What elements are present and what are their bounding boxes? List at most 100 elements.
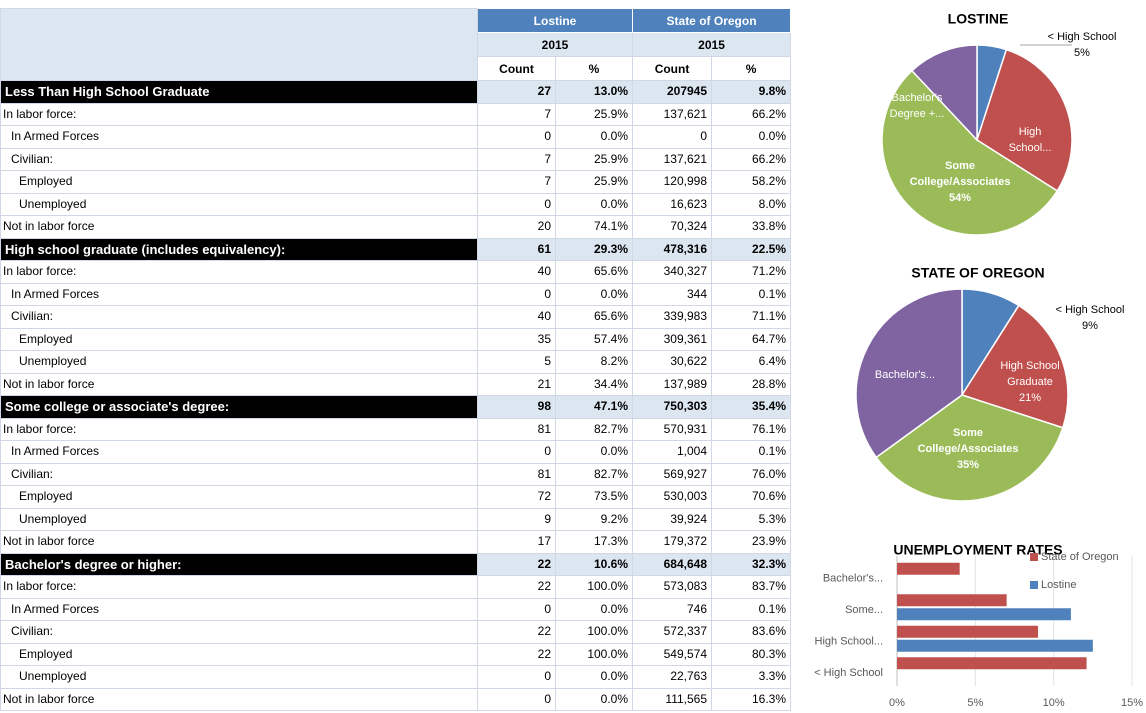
slice-value: 9%	[1082, 320, 1098, 332]
column-header: %	[711, 56, 792, 81]
row-label: In labor force:	[0, 417, 478, 441]
slice-category: Some College/Associates	[909, 160, 1011, 188]
cell: 137,621	[632, 147, 713, 171]
bar	[897, 594, 1007, 607]
legend-swatch	[1030, 581, 1038, 589]
table-row: Unemployed 0 0.0% 22,763 3.3%	[0, 665, 792, 689]
cell: 25.9%	[554, 170, 634, 194]
legend-label: Lostine	[1041, 579, 1076, 591]
cell: 76.1%	[711, 417, 792, 441]
slice-category: < High School	[1047, 31, 1117, 43]
cell: 40	[477, 260, 556, 284]
cell: 549,574	[632, 642, 713, 666]
cell: 32.3%	[711, 552, 792, 576]
table-row: Not in labor force 20 74.1% 70,324 33.8%	[0, 215, 792, 239]
cell: 16.3%	[711, 687, 792, 711]
legend-label: State of Oregon	[1041, 551, 1119, 563]
cell: 207945	[632, 80, 713, 104]
group-header: State of Oregon	[632, 8, 792, 33]
slice-category: Bachelor's...	[874, 369, 936, 381]
cell: 72	[477, 485, 556, 509]
table-row: In labor force: 7 25.9% 137,621 66.2%	[0, 102, 792, 126]
table-row: Employed 35 57.4% 309,361 64.7%	[0, 327, 792, 351]
year-header: 2015	[632, 32, 792, 57]
cell: 13.0%	[554, 80, 634, 104]
cell: 8.0%	[711, 192, 792, 216]
cell: 137,989	[632, 372, 713, 396]
slice-label: High School Graduate 21%	[993, 358, 1068, 406]
table-row: In Armed Forces 0 0.0% 0 0.0%	[0, 125, 792, 149]
cell: 570,931	[632, 417, 713, 441]
cell: 61	[477, 237, 556, 261]
row-label: Not in labor force	[0, 215, 478, 239]
table-row: In labor force: 22 100.0% 573,083 83.7%	[0, 575, 792, 599]
slice-label: High School...	[1003, 124, 1058, 156]
table-row: Civilian: 40 65.6% 339,983 71.1%	[0, 305, 792, 329]
cell: 80.3%	[711, 642, 792, 666]
cell: 29.3%	[554, 237, 634, 261]
cell: 339,983	[632, 305, 713, 329]
slice-category: Some College/Associates	[917, 427, 1019, 455]
bar	[897, 639, 1093, 652]
cell: 98	[477, 395, 556, 419]
table-row: Employed 72 73.5% 530,003 70.6%	[0, 485, 792, 509]
slice-label: < High School 5%	[1027, 29, 1137, 61]
slice-label: Some College/Associates 54%	[900, 158, 1020, 206]
year-header: 2015	[476, 32, 634, 57]
cell: 27	[477, 80, 556, 104]
pie-slice	[960, 304, 1069, 429]
cell: 100.0%	[554, 642, 634, 666]
slice-value: 21%	[1018, 392, 1042, 404]
row-label: Unemployed	[0, 665, 478, 689]
cell: 0.1%	[711, 282, 792, 306]
cell: 71.2%	[711, 260, 792, 284]
table-row: Unemployed 0 0.0% 16,623 8.0%	[0, 192, 792, 216]
slice-value: 5%	[1074, 47, 1090, 59]
cell: 111,565	[632, 687, 713, 711]
x-tick-label: 5%	[967, 697, 983, 709]
chart-title: STATE OF OREGON	[911, 265, 1044, 281]
x-tick-label: 0%	[889, 697, 905, 709]
slice-label: Some College/Associates 35%	[908, 425, 1028, 473]
section-title: Less Than High School Graduate	[0, 80, 478, 104]
bar	[897, 608, 1071, 621]
pie-slice	[910, 44, 978, 142]
cell: 70,324	[632, 215, 713, 239]
cell: 0.0%	[554, 192, 634, 216]
cell: 65.6%	[554, 260, 634, 284]
cell: 23.9%	[711, 530, 792, 554]
chart-title: UNEMPLOYMENT RATES	[893, 542, 1062, 558]
table-row: In Armed Forces 0 0.0% 344 0.1%	[0, 282, 792, 306]
cell: 0.0%	[554, 665, 634, 689]
cell: 750,303	[632, 395, 713, 419]
section-row: Bachelor's degree or higher: 22 10.6% 684,6…	[0, 552, 792, 576]
cell: 39,924	[632, 507, 713, 531]
cell: 0.0%	[554, 687, 634, 711]
slice-category: Bachelor's Degree +...	[889, 92, 945, 120]
cell: 3.3%	[711, 665, 792, 689]
pie-slice	[855, 288, 963, 459]
row-label: In Armed Forces	[0, 125, 478, 149]
cell: 7	[477, 147, 556, 171]
cell: 0.0%	[711, 125, 792, 149]
section-row: Some college or associate's degree: 98 47.…	[0, 395, 792, 419]
slice-value: 54%	[948, 192, 972, 204]
slice-label: < High School 9%	[1035, 302, 1145, 334]
table-row: Not in labor force 21 34.4% 137,989 28.8%	[0, 372, 792, 396]
x-tick-label: 10%	[1043, 697, 1065, 709]
table-row: Employed 7 25.9% 120,998 58.2%	[0, 170, 792, 194]
cell: 0.1%	[711, 597, 792, 621]
table-row: Employed 22 100.0% 549,574 80.3%	[0, 642, 792, 666]
cell: 58.2%	[711, 170, 792, 194]
table-row: Civilian: 81 82.7% 569,927 76.0%	[0, 462, 792, 486]
bar	[897, 562, 960, 575]
row-label: Not in labor force	[0, 687, 478, 711]
column-header: Count	[477, 56, 556, 81]
header-blank	[0, 8, 478, 81]
section-title: High school graduate (includes equivalen…	[0, 237, 478, 261]
row-label: Civilian:	[0, 147, 478, 171]
cell: 76.0%	[711, 462, 792, 486]
cell: 25.9%	[554, 102, 634, 126]
cell: 74.1%	[554, 215, 634, 239]
